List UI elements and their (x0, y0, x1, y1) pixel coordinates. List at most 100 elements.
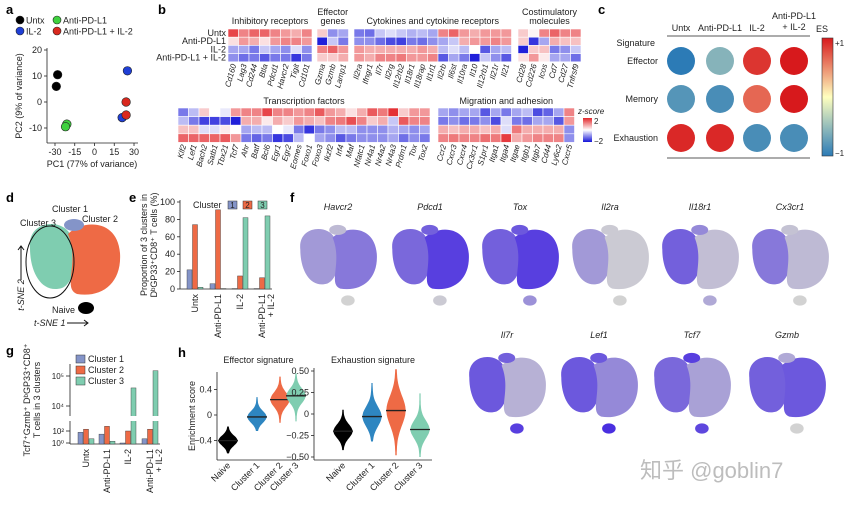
heatmap-cell (490, 107, 502, 117)
x-tick-label: Anti-PD-L1 (145, 449, 155, 493)
feature-plot-tox: Tox (482, 202, 559, 306)
legend-label: Cluster 3 (88, 376, 124, 386)
heatmap-cell (437, 116, 449, 126)
gene-label: Il10 (468, 62, 480, 77)
feature-plot-lef1: Lef1 (561, 330, 638, 434)
heatmap-cell (408, 116, 420, 126)
signature-dot (667, 85, 695, 113)
heatmap-cell (448, 45, 460, 54)
heatmap-cell (198, 124, 210, 135)
data-point-anti_pd_l1 (60, 122, 71, 132)
heatmap-cell (366, 116, 378, 126)
bar (77, 432, 84, 445)
heatmap-cell (570, 28, 582, 38)
cluster-2-region (784, 229, 829, 290)
heatmap-cell (374, 45, 386, 54)
bar (88, 438, 95, 445)
y-tick-label: 0.4 (199, 384, 212, 394)
row-label: Anti-PD-L1 (182, 36, 226, 46)
cluster-3-region (654, 357, 694, 413)
y-tick-label: 10 (32, 71, 42, 81)
heatmap-cell (177, 133, 189, 143)
gene-label: Egr2 (280, 143, 293, 162)
gene-label: Il2rb (435, 62, 448, 80)
heatmap-cell (227, 36, 239, 46)
y-tick-label: −0.50 (286, 452, 309, 462)
legend-label: 3 (260, 201, 265, 210)
gene-group: Migration and adhesionCcr2Cxcr3Cxcr4Cx3c… (435, 96, 575, 170)
heatmap-cell (259, 53, 271, 63)
gene-label: Batf (249, 143, 262, 160)
heatmap-cell (335, 133, 347, 143)
heatmap-cell (458, 133, 470, 143)
heatmap-cell (345, 116, 357, 126)
x-tick-label: Naive (324, 460, 347, 483)
heatmap-cell (542, 124, 554, 135)
heatmap-cell (553, 124, 565, 135)
cluster-2-region (593, 357, 638, 418)
gene-label: Tox2 (417, 143, 430, 162)
panel-label-e: e (129, 190, 136, 205)
x-tick-label: 30 (129, 147, 139, 157)
heatmap-cell (437, 28, 449, 38)
heatmap-cell (479, 28, 491, 38)
heatmap-cell (272, 107, 284, 117)
heatmap-cell (469, 116, 481, 126)
legend-swatch (257, 200, 268, 210)
violin-cluster-3 (410, 393, 430, 457)
heatmap-cell (209, 107, 221, 117)
heatmap-cell (500, 116, 512, 126)
heatmap-cell (209, 133, 221, 143)
panel-label-h: h (178, 345, 186, 360)
expression-map (392, 224, 469, 306)
heatmap-cell (301, 53, 313, 63)
group-title: molecules (529, 16, 570, 26)
feature-plot-il7r: Il7r (469, 330, 546, 434)
heatmap-cell (327, 36, 339, 46)
heatmap-cell (416, 53, 428, 63)
heatmap-cell (188, 116, 200, 126)
panel-a-pca: Untx Anti-PD-L1 IL-2 Anti-PD-L1 + IL-2 20 10 0… (14, 16, 139, 170)
heatmap-cell (448, 53, 460, 63)
heatmap-cell (563, 124, 575, 135)
heatmap-cell (303, 116, 315, 126)
x-tick-label: + IL-2 (266, 294, 276, 317)
signature-dot (706, 85, 734, 113)
heatmap-cell (316, 53, 328, 63)
cluster-3-region (752, 229, 792, 285)
heatmap-cell (458, 124, 470, 135)
gene-label: Lef1 (186, 144, 199, 161)
heatmap-cell (416, 36, 428, 46)
tsne-map (29, 219, 121, 314)
cluster-2-region (781, 357, 826, 418)
heatmap-cell (500, 133, 512, 143)
cluster-1-region (329, 224, 347, 236)
heatmap-cell (395, 45, 407, 54)
heatmap-cell (570, 45, 582, 54)
heatmap-cell (269, 53, 281, 63)
y-tick-label: 40 (165, 249, 175, 259)
feature-plot-cx3cr1: Cx3cr1 (752, 202, 829, 306)
heatmap-cell (469, 133, 481, 143)
heatmap-cell (490, 45, 502, 54)
gene-label: Tox (407, 143, 419, 158)
heatmap-cell (356, 116, 368, 126)
heatmap-cell (356, 133, 368, 143)
y-axis-label: t-SNE 2 (16, 279, 26, 311)
naive-region (703, 295, 717, 306)
x-tick-label: + IL-2 (154, 449, 164, 472)
x-tick-label: Anti-PD-L1 (213, 294, 223, 338)
y-axis-label: DᵇGP33⁺CD8⁺ T cells (%) (149, 192, 159, 297)
cluster-3-region (561, 357, 601, 413)
signature-dot (780, 124, 808, 152)
heatmap-cell (282, 107, 294, 117)
heatmap-cell (353, 28, 365, 38)
heatmap-cell (528, 36, 540, 46)
feature-plot-pdcd1: Pdcd1 (392, 202, 469, 306)
expression-map (662, 224, 739, 306)
signature-dot (743, 85, 771, 113)
panel-label-c: c (598, 2, 605, 17)
group-title: Migration and adhesion (459, 96, 553, 106)
feature-plot-tcf7: Tcf7 (654, 330, 731, 434)
row-header: Signature (616, 38, 655, 48)
